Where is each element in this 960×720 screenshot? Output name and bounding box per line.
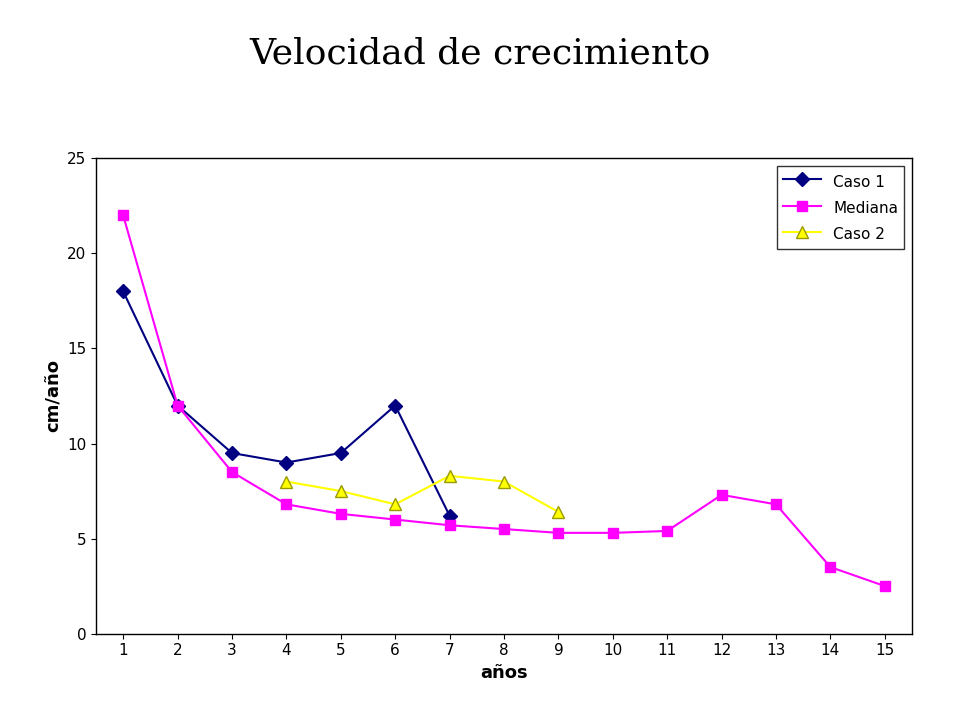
Caso 1 (117, 287, 129, 296)
Y-axis label: cm/año: cm/año (43, 359, 61, 433)
Mediana (770, 500, 781, 508)
Caso 1 (390, 401, 401, 410)
Mediana (172, 401, 183, 410)
X-axis label: años: años (480, 664, 528, 682)
Mediana (390, 516, 401, 524)
Caso 2 (444, 472, 455, 480)
Text: Velocidad de crecimiento: Velocidad de crecimiento (250, 36, 710, 70)
Line: Caso 1: Caso 1 (118, 287, 454, 521)
Caso 2 (335, 487, 347, 495)
Mediana (444, 521, 455, 530)
Legend: Caso 1, Mediana, Caso 2: Caso 1, Mediana, Caso 2 (777, 166, 904, 249)
Mediana (117, 211, 129, 220)
Caso 2 (390, 500, 401, 508)
Mediana (661, 526, 673, 535)
Caso 1 (335, 449, 347, 457)
Caso 1 (444, 511, 455, 520)
Mediana (553, 528, 564, 537)
Line: Mediana: Mediana (118, 210, 890, 591)
Mediana (227, 468, 238, 477)
Line: Caso 2: Caso 2 (281, 470, 564, 518)
Mediana (825, 563, 836, 572)
Mediana (716, 490, 728, 499)
Caso 1 (280, 458, 292, 467)
Caso 1 (227, 449, 238, 457)
Mediana (335, 510, 347, 518)
Mediana (879, 582, 891, 590)
Caso 2 (498, 477, 510, 486)
Mediana (280, 500, 292, 508)
Mediana (498, 525, 510, 534)
Caso 2 (553, 508, 564, 516)
Caso 1 (172, 401, 183, 410)
Caso 2 (280, 477, 292, 486)
Mediana (607, 528, 618, 537)
